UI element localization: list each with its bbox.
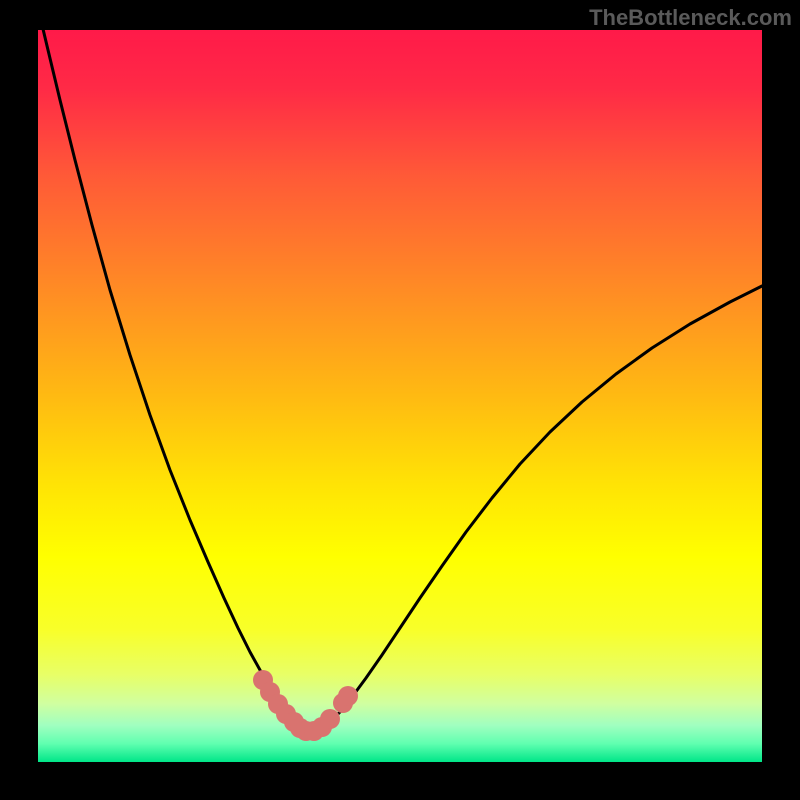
curve-marker	[320, 709, 340, 729]
curve-marker	[338, 686, 358, 706]
marker-group	[253, 670, 358, 741]
chart-svg	[0, 0, 800, 800]
bottleneck-curve	[38, 8, 762, 731]
watermark-text: TheBottleneck.com	[589, 5, 792, 31]
